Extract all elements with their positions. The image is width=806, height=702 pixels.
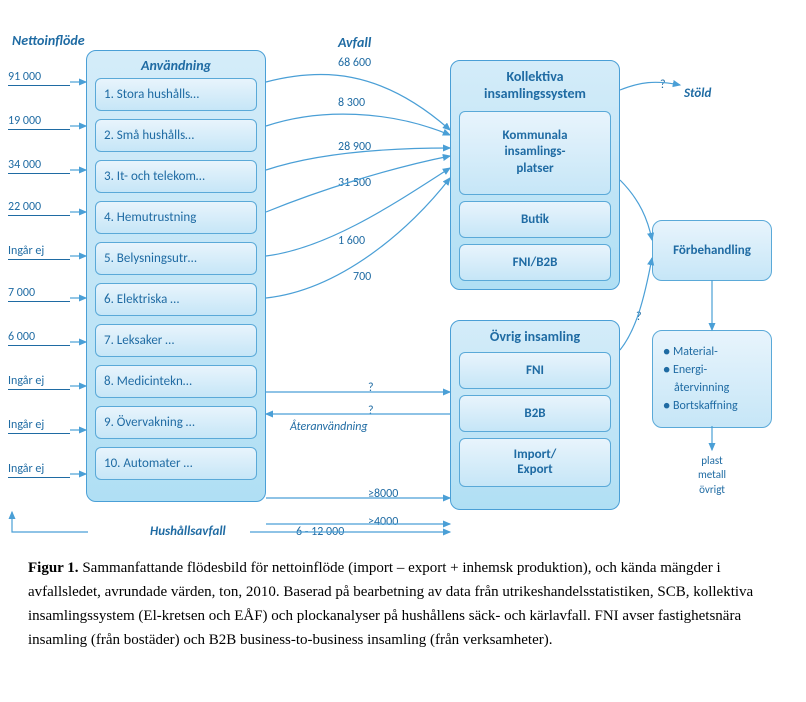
avfall-val-3: 28 900 <box>338 140 371 154</box>
q-reuse-1: ? <box>368 381 374 395</box>
range-4000: ≥4000 <box>368 515 398 529</box>
usage-item-4: 4. Hemutrustning <box>95 201 257 234</box>
avfall-val-4: 31 500 <box>338 176 371 190</box>
inflow-6: 7 000 <box>8 286 70 302</box>
usage-item-1: 1. Stora hushålls… <box>95 78 257 111</box>
avfall-val-1: 68 600 <box>338 56 371 70</box>
collection-kommunala: Kommunala insamlings- platser <box>459 111 611 196</box>
usage-item-8: 8. Medicintekn… <box>95 365 257 398</box>
ovrigt: övrigt <box>699 483 725 496</box>
collection-title-l2: insamlingssystem <box>484 85 586 102</box>
ovrig-panel: Övrig insamling FNI B2B Import/ Export <box>450 320 620 510</box>
q-stold: ? <box>660 78 666 92</box>
avfall-val-2: 8 300 <box>338 96 365 110</box>
forbehandling-box: Förbehandling <box>652 220 772 281</box>
ie-l1: Import/ <box>514 447 557 462</box>
usage-title: Användning <box>95 57 257 74</box>
inflow-4: 22 000 <box>8 200 70 216</box>
q-between: ? <box>636 310 642 324</box>
bortskaffning-line: Bortskaffning <box>663 397 761 415</box>
ie-l2: Export <box>517 462 552 477</box>
figure-caption: Figur 1. Sammanfattande flödesbild för n… <box>28 556 780 652</box>
material-line: Material- <box>663 343 761 361</box>
usage-item-6: 6. Elektriska … <box>95 283 257 316</box>
collection-title-l1: Kollektiva <box>506 68 563 85</box>
avfall-val-6: 700 <box>353 270 371 284</box>
usage-item-9: 9. Övervakning … <box>95 406 257 439</box>
range-8000: ≥8000 <box>368 487 398 501</box>
inflow-5: Ingår ej <box>8 244 70 260</box>
nettoinflode-header: Nettoinflöde <box>12 32 85 49</box>
ovrig-fni: FNI <box>459 352 611 389</box>
avfall-val-5: 1 600 <box>338 234 365 248</box>
inflow-2: 19 000 <box>8 114 70 130</box>
usage-item-10: 10. Automater … <box>95 447 257 480</box>
stold-label: Stöld <box>684 86 711 101</box>
avfall-header: Avfall <box>338 34 371 51</box>
inflow-8: Ingår ej <box>8 374 70 390</box>
caption-text: Sammanfattande flödesbild för nettoinflö… <box>28 560 753 648</box>
kommunala-l1: Kommunala <box>502 128 567 143</box>
ovrig-import-export: Import/ Export <box>459 438 611 487</box>
usage-item-7: 7. Leksaker … <box>95 324 257 357</box>
q-reuse-2: ? <box>368 404 374 418</box>
usage-panel: Användning 1. Stora hushålls… 2. Små hus… <box>86 50 266 502</box>
inflow-7: 6 000 <box>8 330 70 346</box>
inflow-10: Ingår ej <box>8 462 70 478</box>
ovrig-b2b: B2B <box>459 395 611 432</box>
atervinning-line: återvinning <box>663 379 761 397</box>
ovrig-title: Övrig insamling <box>459 329 611 346</box>
usage-item-3: 3. It- och telekom… <box>95 160 257 193</box>
kommunala-l3: platser <box>516 161 553 176</box>
collection-butik: Butik <box>459 201 611 238</box>
metall: metall <box>698 468 726 481</box>
collection-panel: Kollektiva insamlingssystem Kommunala in… <box>450 60 620 290</box>
inflow-1: 91 000 <box>8 70 70 86</box>
inflow-3: 34 000 <box>8 158 70 174</box>
ateranvandning-label: Återanvändning <box>290 420 368 434</box>
energi-line: Energi- <box>663 361 761 379</box>
kommunala-l2: insamlings- <box>504 144 565 159</box>
collection-fnib2b: FNI/B2B <box>459 244 611 281</box>
hushallsavfall-label: Hushållsavfall <box>150 524 226 539</box>
plast-metall-ovrigt: plast metall övrigt <box>690 454 734 497</box>
inflow-9: Ingår ej <box>8 418 70 434</box>
range-main: 6 - 12 000 <box>296 525 344 539</box>
recycling-box: Material- Energi- återvinning Bortskaffn… <box>652 330 772 428</box>
caption-strong: Figur 1. <box>28 560 79 576</box>
collection-title: Kollektiva insamlingssystem <box>459 69 611 103</box>
usage-item-5: 5. Belysningsutr… <box>95 242 257 275</box>
plast: plast <box>701 454 722 467</box>
usage-item-2: 2. Små hushålls… <box>95 119 257 152</box>
